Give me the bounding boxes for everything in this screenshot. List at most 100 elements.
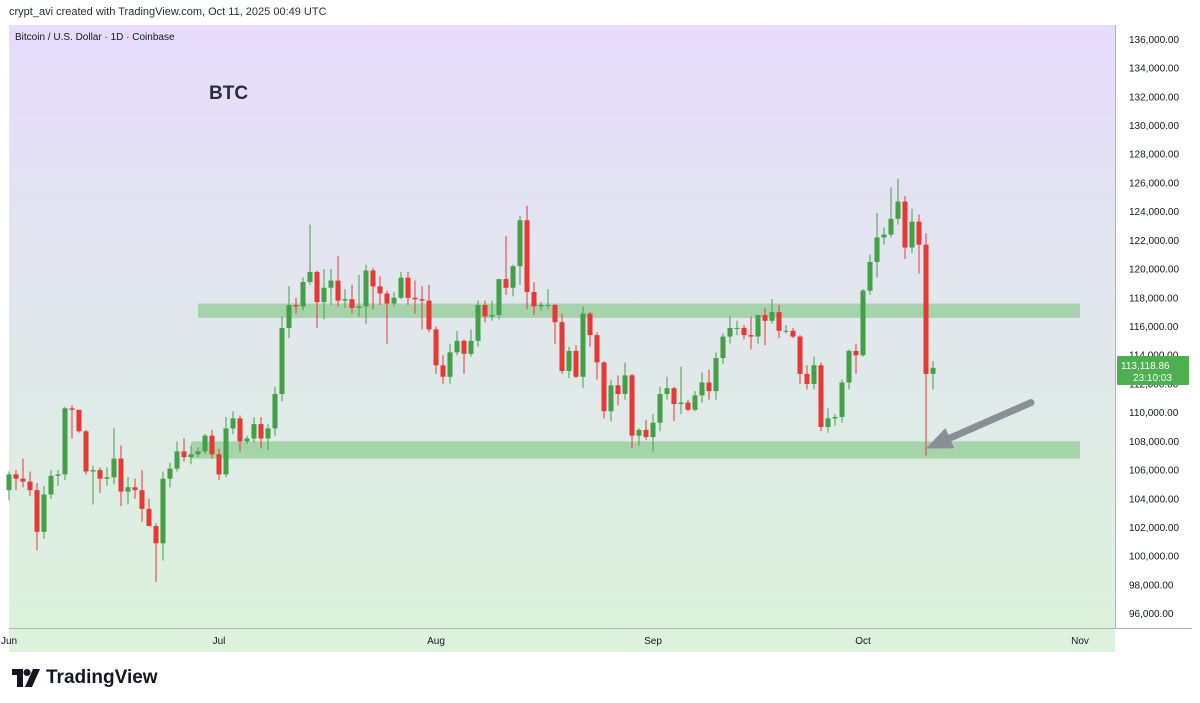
candle-body — [104, 477, 110, 479]
candle-up — [475, 300, 481, 347]
candle-up — [832, 414, 838, 426]
candle-body — [608, 385, 614, 412]
candle-up — [41, 485, 47, 539]
candle-body — [664, 388, 670, 394]
candle-up — [811, 356, 817, 390]
candle-body — [272, 393, 278, 429]
candle-body — [657, 393, 663, 423]
candle-body — [391, 297, 397, 304]
candle-body — [90, 470, 96, 472]
candle-body — [251, 424, 257, 439]
candle-body — [678, 402, 684, 405]
candle-up — [321, 269, 327, 320]
price-tick-label: 116,000.00 — [1129, 322, 1179, 333]
candle-body — [454, 340, 460, 353]
candle-body — [699, 382, 705, 396]
candle-down — [314, 270, 320, 328]
candle-up — [888, 187, 894, 238]
candle-up — [678, 366, 684, 415]
candle-up — [342, 289, 348, 308]
candle-body — [62, 408, 68, 475]
candle-up — [251, 416, 257, 443]
candle-down — [20, 458, 26, 488]
candle-body — [832, 416, 838, 419]
candle-up — [510, 264, 516, 297]
candle-up — [265, 424, 271, 450]
candle-down — [132, 478, 138, 499]
candle-body — [846, 350, 852, 383]
candle-body — [167, 468, 173, 479]
candle-up — [62, 406, 68, 481]
candle-body — [433, 329, 439, 366]
price-tick-label: 134,000.00 — [1129, 64, 1179, 75]
candle-up — [55, 470, 61, 486]
candle-up — [909, 208, 915, 254]
candle-down — [139, 470, 145, 522]
candle-up — [664, 376, 670, 400]
candle-up — [769, 299, 775, 324]
candle-down — [335, 256, 341, 307]
candle-body — [223, 428, 229, 475]
candle-body — [475, 304, 481, 341]
candle-body — [328, 280, 334, 288]
candle-body — [524, 220, 530, 293]
symbol-line[interactable]: Bitcoin / U.S. Dollar · 1D · Coinbase — [15, 32, 175, 43]
candle-body — [902, 201, 908, 248]
candle-body — [594, 335, 600, 363]
candle-body — [545, 304, 551, 306]
candle-down — [671, 386, 677, 422]
price-tick-label: 110,000.00 — [1129, 408, 1179, 419]
support-zone[interactable] — [191, 441, 1080, 459]
candle-up — [174, 441, 180, 472]
candle-body — [671, 388, 677, 405]
candle-down — [524, 205, 530, 310]
candle-body — [447, 352, 453, 377]
candle-body — [419, 299, 425, 301]
candle-body — [643, 429, 649, 438]
candle-body — [496, 279, 502, 316]
candle-body — [118, 458, 124, 492]
candle-body — [279, 327, 285, 394]
candle-body — [727, 327, 733, 337]
candle-down — [118, 445, 124, 506]
candle-down — [748, 316, 754, 350]
candle-body — [706, 382, 712, 392]
candle-body — [748, 335, 754, 337]
resistance-zone[interactable] — [198, 303, 1080, 318]
candle-body — [720, 336, 726, 359]
last-price-badge[interactable]: 113,118.86 23:10:03 — [1117, 356, 1189, 385]
candle-body — [132, 487, 138, 491]
candle-body — [440, 365, 446, 377]
candle-body — [811, 365, 817, 384]
candle-up — [825, 408, 831, 433]
candle-up — [566, 346, 572, 379]
candle-body — [370, 270, 376, 287]
candle-down — [146, 498, 152, 527]
candle-body — [307, 271, 313, 282]
candle-body — [293, 304, 299, 307]
candle-body — [27, 481, 33, 491]
candle-up — [223, 416, 229, 478]
tradingview-logo[interactable]: TradingView — [12, 666, 158, 690]
candle-down — [804, 365, 810, 390]
candle-up — [727, 316, 733, 344]
candle-body — [685, 402, 691, 410]
candle-body — [580, 313, 586, 377]
time-tick-label: Oct — [855, 636, 871, 647]
time-tick-label: Sep — [644, 636, 662, 647]
candle-body — [713, 358, 719, 392]
candle-down — [440, 355, 446, 384]
candle-body — [874, 237, 880, 262]
price-tick-label: 118,000.00 — [1129, 293, 1179, 304]
candle-body — [216, 454, 222, 475]
candle-body — [83, 431, 89, 472]
candle-body — [349, 299, 355, 308]
candle-down — [433, 326, 439, 374]
candle-up — [230, 411, 236, 435]
candle-body — [629, 375, 635, 436]
candle-down — [853, 343, 859, 374]
candle-up — [307, 224, 313, 285]
candle-down — [923, 233, 929, 456]
candle-up — [125, 477, 131, 505]
